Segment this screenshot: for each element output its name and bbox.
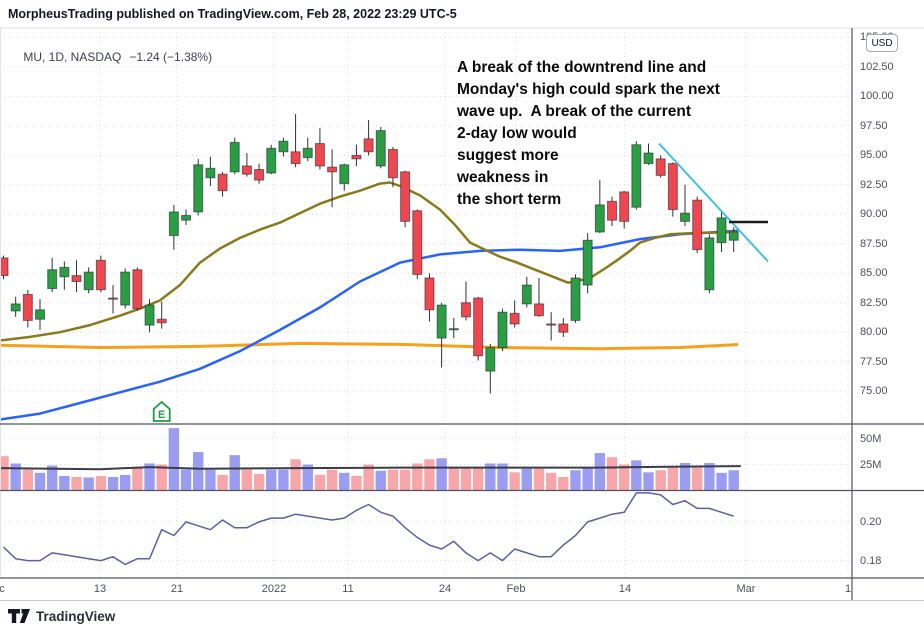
annotation-line: A break of the downtrend line and bbox=[457, 59, 707, 76]
tradingview-brand-link[interactable]: TradingView bbox=[36, 609, 116, 624]
ratio-indicator-line bbox=[2, 492, 734, 566]
tradingview-logo-icon[interactable] bbox=[8, 609, 30, 624]
volume-layer bbox=[0, 428, 739, 491]
symbol-title: MU, 1D, NASDAQ bbox=[23, 50, 122, 64]
symbol-change: −1.24 (−1.38%) bbox=[129, 50, 213, 64]
attribution-bar: MorpheusTrading published on TradingView… bbox=[0, 0, 924, 28]
candles-layer bbox=[0, 114, 739, 394]
frame-layer bbox=[0, 27, 924, 600]
footer-bar: TradingView bbox=[0, 600, 924, 631]
annotation-line: suggest more bbox=[457, 147, 559, 164]
attribution-text: MorpheusTrading published on TradingView… bbox=[8, 7, 457, 21]
volume-ma-line bbox=[0, 465, 741, 471]
trade-note-annotation: A break of the downtrend line and Monday'… bbox=[457, 57, 720, 211]
annotation-line: Monday's high could spark the next bbox=[457, 81, 720, 98]
currency-toggle-badge[interactable]: USD bbox=[866, 34, 898, 52]
annotation-line: weakness in bbox=[457, 169, 549, 186]
ma-orange-line bbox=[0, 341, 739, 351]
downtrend-line[interactable] bbox=[658, 142, 769, 263]
svg-text:E: E bbox=[158, 409, 165, 421]
earnings-marker: E bbox=[152, 400, 171, 422]
annotation-line: 2-day low would bbox=[457, 125, 577, 142]
annotation-line: wave up. A break of the current bbox=[457, 103, 691, 120]
symbol-legend: MU, 1D, NASDAQ −1.24 (−1.38%) bbox=[10, 36, 212, 78]
annotation-line: the short term bbox=[457, 191, 562, 208]
ma-blue-line bbox=[0, 229, 739, 421]
